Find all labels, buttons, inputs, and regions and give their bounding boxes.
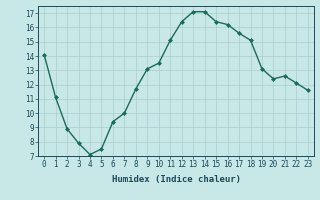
X-axis label: Humidex (Indice chaleur): Humidex (Indice chaleur): [111, 175, 241, 184]
